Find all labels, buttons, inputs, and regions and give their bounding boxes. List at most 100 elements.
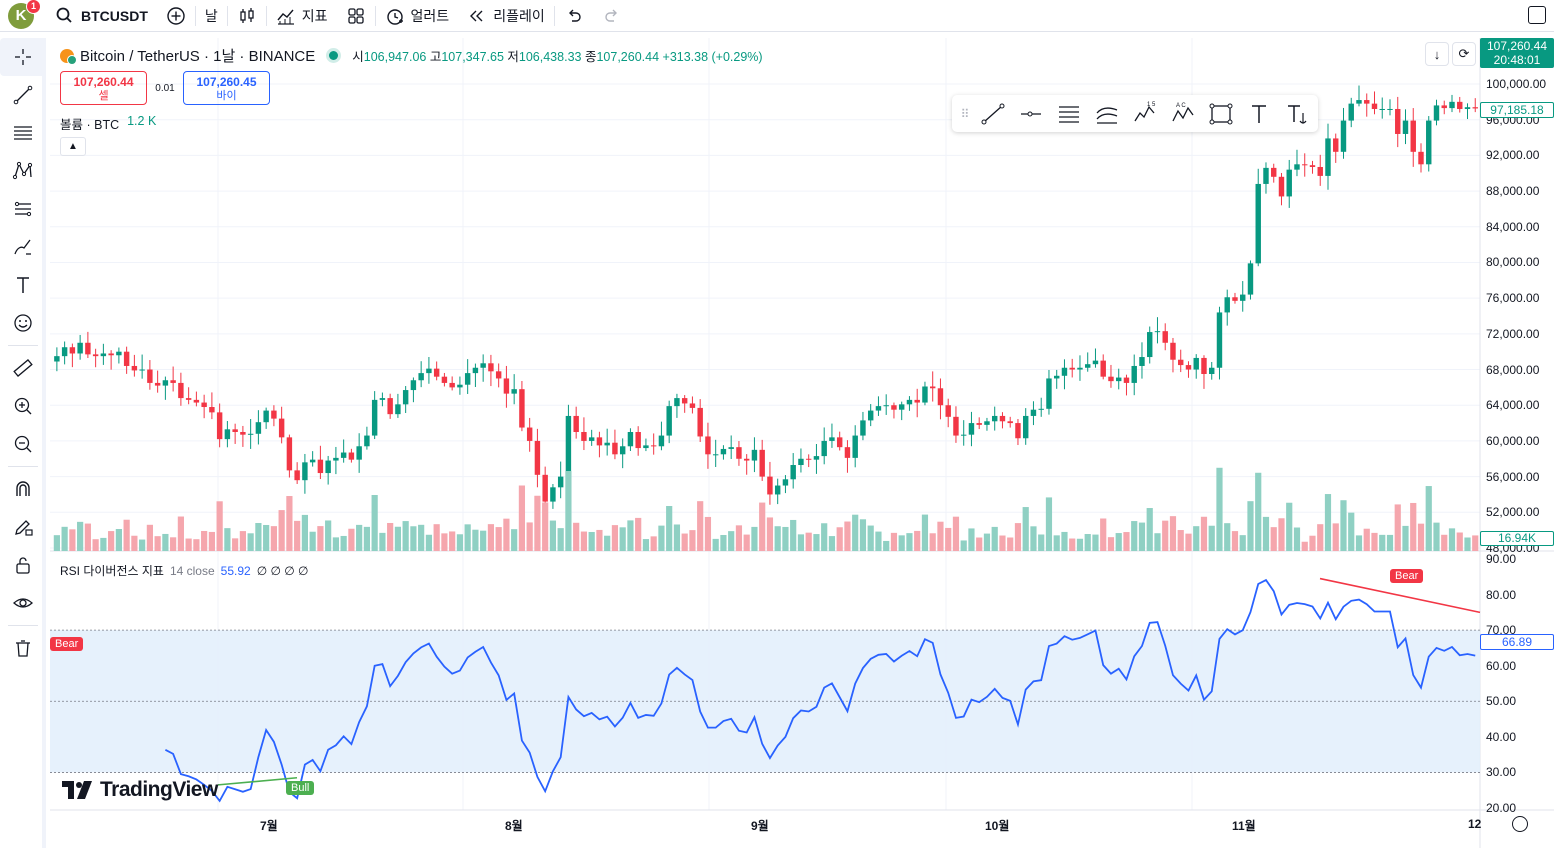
download-button[interactable]: ↓	[1425, 42, 1449, 66]
volume-bar	[332, 537, 339, 551]
horizontal-ray-button[interactable]	[1012, 95, 1050, 132]
pair-title[interactable]: Bitcoin / TetherUS · 1날 · BINANCE	[80, 48, 316, 65]
candle-body	[209, 407, 215, 413]
trendline-button[interactable]	[974, 95, 1012, 132]
anchored-text-button[interactable]	[1278, 95, 1316, 132]
refresh-button[interactable]: ⟳	[1452, 42, 1476, 66]
candle-body	[488, 363, 494, 372]
candle-body	[263, 410, 269, 423]
measure-tool[interactable]	[0, 349, 46, 387]
emoji-tool[interactable]	[0, 304, 46, 342]
chart-area[interactable]	[50, 38, 1554, 848]
volume-bar	[1061, 531, 1068, 551]
price-chart[interactable]	[50, 38, 1554, 848]
close-label: 종	[584, 50, 597, 64]
settings-gear-icon[interactable]	[1512, 816, 1528, 832]
candle-body	[728, 447, 734, 449]
regression-button[interactable]	[1088, 95, 1126, 132]
tradingview-logo[interactable]: TradingView	[62, 778, 218, 802]
volume-bar	[968, 528, 975, 551]
volume-bar	[534, 495, 541, 551]
volume-bar	[464, 524, 471, 551]
compare-button[interactable]	[157, 0, 195, 32]
candle-body	[612, 442, 618, 455]
magnet-tool[interactable]	[0, 470, 46, 508]
brush-tool[interactable]	[0, 228, 46, 266]
remove-tool[interactable]	[0, 629, 46, 667]
volume-bar	[929, 533, 936, 551]
text-button[interactable]	[1240, 95, 1278, 132]
volume-bar	[921, 514, 929, 551]
candle-body	[433, 368, 440, 377]
trendline-tool[interactable]	[0, 76, 46, 114]
volume-legend[interactable]: 볼륨 · BTC 1.2 K	[60, 114, 156, 133]
plus-circle-icon	[167, 6, 185, 25]
drag-handle[interactable]: ⠿	[960, 106, 970, 121]
volume-bar	[348, 528, 355, 551]
volume-bar	[596, 529, 603, 551]
volume-bar	[425, 534, 433, 551]
candle-body	[1007, 421, 1013, 424]
elliott-wave-button[interactable]: 1 5	[1126, 95, 1164, 132]
stay-drawing-tool[interactable]	[0, 508, 46, 546]
candle-body	[573, 415, 579, 432]
zoom-in-tool[interactable]	[0, 387, 46, 425]
candle-body	[1457, 101, 1463, 109]
text-tool[interactable]	[0, 266, 46, 304]
candle-body	[1371, 103, 1378, 109]
change-value: +313.38 (+0.29%)	[662, 50, 763, 64]
pattern-tool[interactable]	[0, 152, 46, 190]
candle-body	[1077, 367, 1083, 370]
interval-label: 날	[204, 7, 218, 24]
chart-type-button[interactable]	[228, 0, 266, 32]
candle-body	[185, 398, 192, 400]
avatar-letter: K	[15, 7, 27, 24]
rsi-axis-label: 70.00	[1486, 623, 1517, 638]
forecast-tool[interactable]	[0, 190, 46, 228]
replay-button[interactable]: 리플레이	[458, 0, 554, 32]
bitcoin-icon	[60, 48, 77, 65]
ruler-icon	[13, 359, 33, 377]
indicators-button[interactable]: 지표	[267, 0, 337, 32]
user-avatar[interactable]: K 1	[8, 0, 41, 29]
volume-bar	[751, 526, 758, 551]
price-axis-label: 88,000.00	[1486, 184, 1540, 199]
candle-body	[635, 432, 641, 449]
svg-text:1 5: 1 5	[1147, 102, 1156, 108]
volume-label: 볼륨 · BTC	[60, 118, 120, 132]
collapse-legend-button[interactable]: ▲	[60, 137, 86, 156]
redo-button[interactable]	[593, 0, 631, 32]
volume-bar	[1441, 534, 1448, 551]
bull-divergence-line	[217, 776, 298, 786]
zoom-out-tool[interactable]	[0, 425, 46, 463]
candle-body	[534, 440, 541, 475]
rsi-value-tag: 66.89	[1480, 634, 1554, 650]
rsi-legend[interactable]: RSI 다이버전스 지표 14 close 55.92 ∅ ∅ ∅ ∅	[60, 562, 309, 579]
interval-button[interactable]: 날	[196, 0, 227, 32]
volume-bar	[503, 518, 510, 551]
volume-bar	[294, 520, 301, 551]
candle-body	[836, 437, 843, 448]
candle-body	[108, 353, 114, 356]
notification-badge: 1	[26, 0, 41, 14]
lock-tool[interactable]	[0, 546, 46, 584]
indicators-label: 지표	[301, 7, 328, 24]
volume-bar	[1100, 518, 1107, 551]
sell-button[interactable]: 107,260.44 셀	[60, 71, 147, 105]
alert-button[interactable]: 얼러트	[376, 0, 459, 32]
volume-bar	[410, 526, 417, 551]
trendline-icon	[13, 85, 33, 105]
rectangle-button[interactable]	[1202, 95, 1240, 132]
candle-body	[92, 354, 99, 357]
fullscreen-button[interactable]	[1528, 6, 1546, 24]
crosshair-tool[interactable]	[0, 38, 46, 76]
layouts-button[interactable]	[337, 0, 375, 32]
hide-tool[interactable]	[0, 584, 46, 622]
undo-button[interactable]	[555, 0, 593, 32]
buy-button[interactable]: 107,260.45 바이	[183, 71, 270, 105]
volume-bar	[774, 526, 781, 551]
abc-pattern-button[interactable]: A C	[1164, 95, 1202, 132]
fib-tool[interactable]	[0, 114, 46, 152]
symbol-search[interactable]: BTCUSDT	[46, 0, 157, 32]
parallel-channel-button[interactable]	[1050, 95, 1088, 132]
